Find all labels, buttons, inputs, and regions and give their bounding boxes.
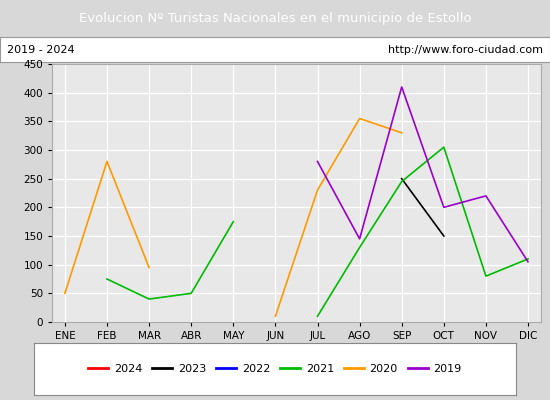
Text: http://www.foro-ciudad.com: http://www.foro-ciudad.com (388, 45, 543, 55)
Text: 2019 - 2024: 2019 - 2024 (7, 45, 74, 55)
Text: Evolucion Nº Turistas Nacionales en el municipio de Estollo: Evolucion Nº Turistas Nacionales en el m… (79, 12, 471, 25)
Legend: 2024, 2023, 2022, 2021, 2020, 2019: 2024, 2023, 2022, 2021, 2020, 2019 (84, 360, 466, 379)
